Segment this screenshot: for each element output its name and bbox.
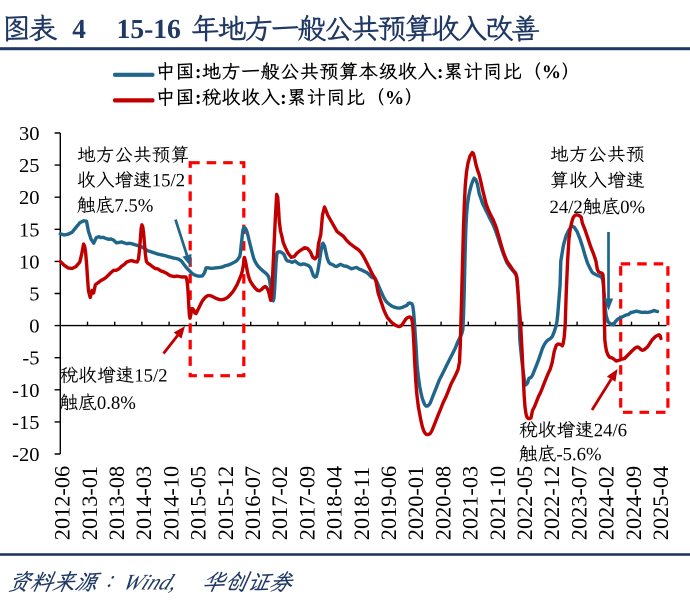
svg-text:2023-07: 2023-07 (566, 466, 591, 540)
svg-text:-20: -20 (12, 444, 39, 466)
svg-text:20: 20 (19, 187, 40, 209)
svg-text:2025-04: 2025-04 (648, 466, 673, 540)
svg-text:2015-05: 2015-05 (186, 466, 211, 540)
svg-text:5: 5 (29, 284, 39, 306)
svg-text:2012-06: 2012-06 (50, 466, 75, 540)
svg-text:10: 10 (19, 251, 40, 273)
svg-text:0: 0 (29, 316, 39, 338)
svg-text:2020-08: 2020-08 (430, 466, 455, 540)
svg-text:2021-03: 2021-03 (458, 466, 483, 540)
svg-text:2020-01: 2020-01 (403, 466, 428, 540)
svg-text:2022-05: 2022-05 (512, 466, 537, 540)
svg-text:-5: -5 (22, 348, 39, 370)
svg-text:2014-10: 2014-10 (158, 466, 183, 540)
svg-text:2014-03: 2014-03 (131, 466, 156, 540)
svg-text:2017-09: 2017-09 (294, 466, 319, 540)
svg-text:30: 30 (19, 123, 40, 145)
svg-text:25: 25 (19, 155, 40, 177)
svg-text:2017-02: 2017-02 (267, 466, 292, 540)
svg-text:-10: -10 (12, 380, 39, 402)
svg-text:2019-06: 2019-06 (376, 466, 401, 540)
svg-text:2013-08: 2013-08 (104, 466, 129, 540)
svg-text:2018-04: 2018-04 (322, 466, 347, 540)
svg-text:2013-01: 2013-01 (77, 466, 102, 540)
svg-text:2024-02: 2024-02 (594, 466, 619, 540)
svg-text:2021-10: 2021-10 (485, 466, 510, 540)
svg-text:2018-11: 2018-11 (349, 467, 374, 541)
svg-text:-15: -15 (12, 412, 39, 434)
svg-text:2016-07: 2016-07 (240, 466, 265, 540)
svg-text:2024-09: 2024-09 (621, 466, 646, 540)
svg-text:15: 15 (19, 219, 40, 241)
svg-text:2015-12: 2015-12 (213, 466, 238, 540)
svg-text:2022-12: 2022-12 (539, 466, 564, 540)
